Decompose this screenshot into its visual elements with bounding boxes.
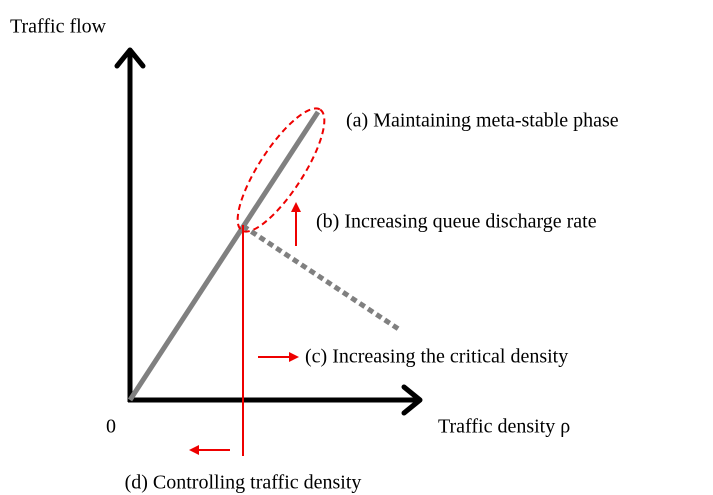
free-flow-line [127,110,321,402]
y-axis-label: Traffic flow [10,16,107,38]
y-axis-arrow [114,47,146,69]
origin-label: 0 [106,416,116,438]
congested-line [241,223,402,333]
x-axis-label: Traffic density ρ [438,416,570,438]
annotation-c: (c) Increasing the critical density [305,346,568,368]
x-axis-arrow [401,384,423,416]
annotation-a: (a) Maintaining meta-stable phase [346,110,619,132]
annotation-b: (b) Increasing queue discharge rate [316,211,597,233]
annotation-d: (d) Controlling traffic density [125,472,362,494]
metastable-ellipse [236,107,326,233]
